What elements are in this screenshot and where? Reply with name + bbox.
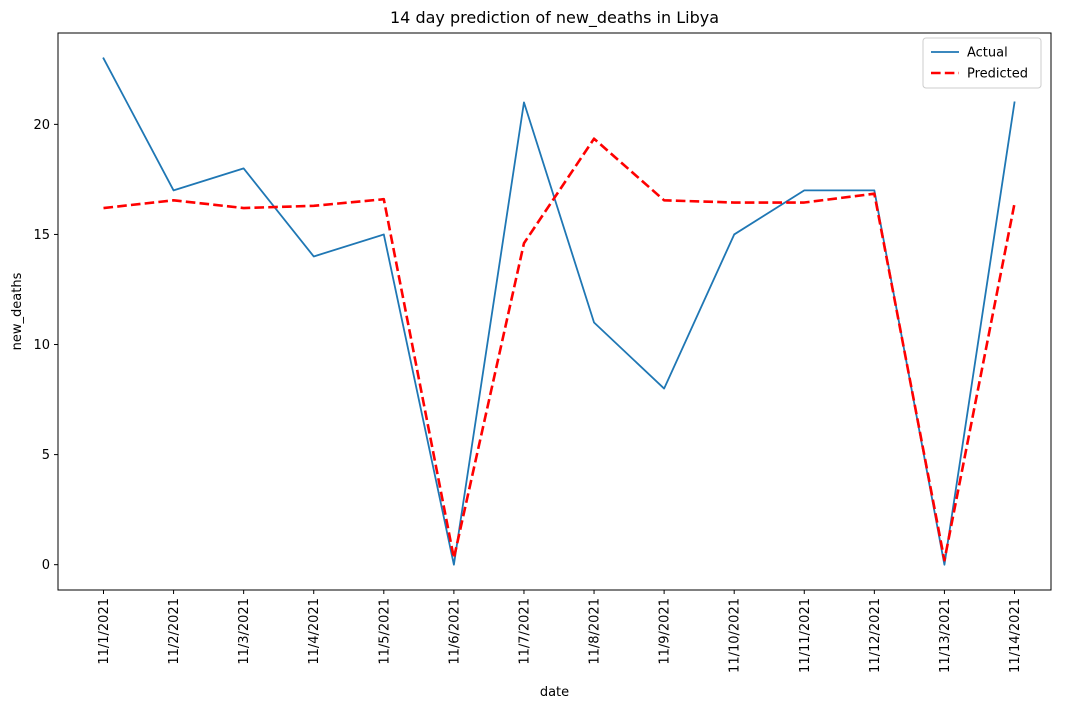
x-tick-label: 11/2/2021: [167, 598, 182, 665]
chart-title: 14 day prediction of new_deaths in Libya: [390, 8, 719, 28]
y-tick-label: 20: [33, 118, 50, 133]
x-tick-label: 11/5/2021: [377, 598, 392, 665]
legend: Actual Predicted: [922, 37, 1042, 89]
y-tick-label: 0: [42, 558, 50, 573]
x-tick-label: 11/1/2021: [97, 598, 112, 665]
x-tick-label: 11/4/2021: [307, 598, 322, 665]
x-tick-label: 11/12/2021: [868, 598, 883, 673]
x-tick-label: 11/7/2021: [517, 598, 532, 665]
x-tick-label: 11/13/2021: [938, 598, 953, 673]
plot-area: [102, 57, 1016, 566]
x-tick-label: 11/3/2021: [237, 598, 252, 665]
series-line-predicted: [103, 137, 1016, 562]
y-axis-label: new_deaths: [10, 272, 25, 350]
series-line-actual: [102, 57, 1016, 566]
x-tick-label: 11/10/2021: [728, 598, 743, 673]
x-axis-label: date: [540, 685, 569, 700]
y-tick-label: 15: [33, 228, 50, 243]
y-tick-label: 5: [42, 448, 50, 463]
legend-box: [922, 37, 1042, 89]
x-tick-label: 11/6/2021: [447, 598, 462, 665]
legend-label-actual: Actual: [967, 46, 1008, 61]
legend-label-predicted: Predicted: [967, 67, 1028, 82]
x-tick-label: 11/14/2021: [1008, 598, 1023, 673]
x-tick-label: 11/9/2021: [658, 598, 673, 665]
plot-frame: [57, 32, 1052, 591]
y-tick-label: 10: [33, 338, 50, 353]
x-tick-label: 11/11/2021: [798, 598, 813, 673]
x-tick-label: 11/8/2021: [588, 598, 603, 665]
